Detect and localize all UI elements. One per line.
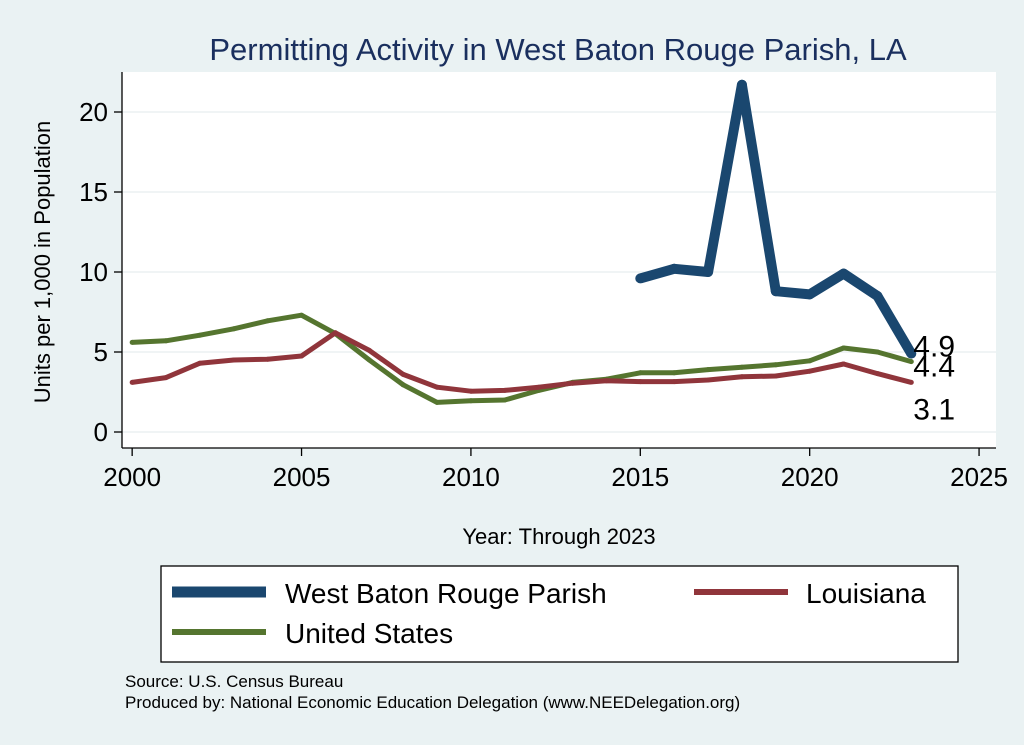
data-point-united-states [874, 349, 880, 355]
data-point-louisiana [874, 371, 880, 377]
legend: West Baton Rouge Parish Louisiana United… [160, 565, 959, 663]
data-point-united-states [163, 338, 169, 344]
data-point-united-states [434, 399, 440, 405]
data-point-united-states [807, 358, 813, 364]
data-point-united-states [129, 339, 135, 345]
data-point-united-states [265, 318, 271, 324]
data-point-louisiana [502, 387, 508, 393]
data-point-louisiana [299, 353, 305, 359]
data-point-louisiana [773, 373, 779, 379]
data-point-united-states [231, 326, 237, 332]
data-point-louisiana [671, 379, 677, 385]
series-line-united-states [132, 312, 912, 405]
source-note: Source: U.S. Census Bureau [125, 672, 343, 691]
data-point-united-states [841, 345, 847, 351]
x-tick-label-2015: 2015 [611, 462, 669, 492]
data-point-louisiana [705, 377, 711, 383]
data-point-louisiana [163, 375, 169, 381]
data-point-west-baton-rouge-parish [770, 286, 781, 297]
x-tick-label-2020: 2020 [781, 462, 839, 492]
data-point-louisiana [739, 374, 745, 380]
series-lines [129, 79, 917, 405]
data-point-united-states [197, 332, 203, 338]
data-point-west-baton-rouge-parish [872, 291, 883, 301]
data-point-west-baton-rouge-parish [736, 79, 747, 90]
end-labels: 4.9 3.1 4.4 [913, 331, 955, 427]
legend-label-united-states: United States [285, 618, 453, 649]
data-point-united-states [366, 357, 372, 363]
series-line-louisiana [131, 330, 912, 394]
data-point-louisiana [400, 371, 406, 377]
data-point-louisiana [536, 384, 542, 390]
end-label-united-states: 4.4 [913, 351, 955, 384]
data-point-louisiana [468, 388, 474, 394]
data-point-louisiana [908, 379, 914, 385]
x-axis-label: Year: Through 2023 [462, 524, 655, 549]
data-point-west-baton-rouge-parish [669, 263, 680, 274]
data-point-united-states [400, 382, 406, 388]
data-point-west-baton-rouge-parish [635, 273, 646, 284]
data-point-united-states [637, 370, 643, 376]
data-point-louisiana [841, 361, 847, 367]
data-point-west-baton-rouge-parish [804, 289, 815, 300]
legend-label-west-baton-rouge: West Baton Rouge Parish [285, 578, 607, 609]
end-label-west-baton-rouge-parish: 4.9 [913, 331, 955, 364]
data-point-united-states [908, 359, 914, 365]
legend-label-louisiana: Louisiana [806, 578, 926, 609]
x-tick-label-2005: 2005 [273, 462, 331, 492]
x-tick-label-2010: 2010 [442, 462, 500, 492]
data-point-louisiana [603, 378, 609, 384]
data-point-united-states [773, 362, 779, 368]
y-tick-label-10: 10 [79, 257, 108, 287]
y-tick-label-5: 5 [94, 337, 108, 367]
data-point-west-baton-rouge-parish [703, 267, 714, 277]
data-point-united-states [299, 312, 305, 318]
chart-title: Permitting Activity in West Baton Rouge … [209, 32, 907, 67]
data-point-louisiana [637, 379, 643, 385]
y-axis-label: Units per 1,000 in Population [30, 121, 55, 404]
data-point-united-states [705, 367, 711, 373]
data-point-louisiana [366, 347, 372, 353]
data-point-louisiana [434, 384, 440, 390]
y-axis-ticks: 0 5 10 15 20 [79, 97, 122, 447]
data-point-louisiana [129, 379, 135, 385]
x-tick-label-2000: 2000 [103, 462, 161, 492]
data-point-louisiana [807, 368, 813, 374]
end-label-louisiana: 3.1 [913, 393, 955, 426]
data-point-united-states [468, 398, 474, 404]
y-tick-label-0: 0 [94, 417, 108, 447]
data-point-louisiana [265, 356, 271, 362]
x-tick-label-2025: 2025 [950, 462, 1008, 492]
y-tick-label-15: 15 [79, 177, 108, 207]
data-point-west-baton-rouge-parish [838, 268, 849, 279]
data-point-west-baton-rouge-parish [906, 348, 917, 359]
data-point-louisiana [231, 357, 237, 363]
data-point-united-states [502, 397, 508, 403]
y-tick-label-20: 20 [79, 97, 108, 127]
data-point-louisiana [197, 360, 203, 366]
grid-lines [122, 111, 996, 433]
produced-by-note: Produced by: National Economic Education… [125, 693, 740, 712]
plot-area [122, 72, 996, 448]
data-point-united-states [739, 364, 745, 370]
data-point-louisiana [570, 380, 576, 386]
data-point-louisiana [332, 330, 338, 336]
x-axis-ticks: 2000 2005 2010 2015 2020 2025 [103, 448, 1008, 492]
data-point-united-states [671, 370, 677, 376]
legend-box [160, 565, 959, 663]
